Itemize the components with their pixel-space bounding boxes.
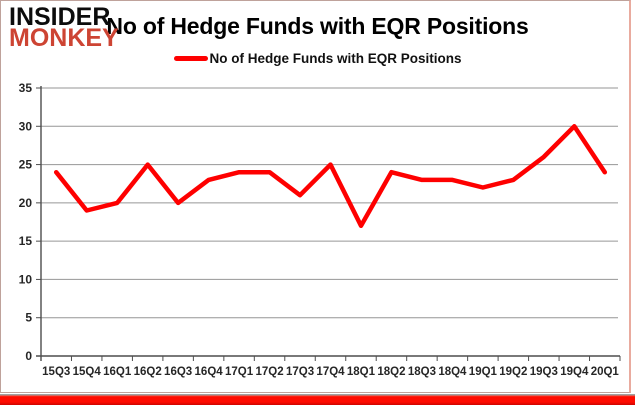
x-axis-label: 15Q3 xyxy=(42,366,70,378)
insider-monkey-logo: INSIDER MONKEY xyxy=(9,3,119,52)
x-axis-label: 18Q4 xyxy=(438,366,467,378)
y-axis-label: 20 xyxy=(19,196,33,210)
x-axis-label: 17Q2 xyxy=(255,366,283,378)
y-axis-label: 5 xyxy=(25,311,32,325)
x-axis-label: 19Q3 xyxy=(530,366,558,378)
x-axis-label: 15Q4 xyxy=(73,366,102,378)
x-axis-label: 17Q3 xyxy=(286,366,314,378)
chart-title: No of Hedge Funds with EQR Positions xyxy=(106,13,529,39)
logo-text-insider: INSIDER xyxy=(9,3,111,31)
x-axis-label: 19Q1 xyxy=(469,366,498,378)
legend: No of Hedge Funds with EQR Positions xyxy=(0,51,635,66)
x-axis-label: 17Q1 xyxy=(225,366,254,378)
x-axis-label: 16Q3 xyxy=(164,366,192,378)
x-axis-label: 19Q2 xyxy=(499,366,527,378)
y-axis-label: 30 xyxy=(19,119,33,133)
x-axis-label: 18Q1 xyxy=(347,366,376,378)
y-axis-label: 35 xyxy=(19,81,33,95)
x-axis-label: 16Q4 xyxy=(195,366,224,378)
x-axis-label: 17Q4 xyxy=(316,366,345,378)
logo-text-monkey: MONKEY xyxy=(9,24,119,52)
y-axis-label: 15 xyxy=(19,234,33,248)
y-axis-label: 10 xyxy=(19,272,33,286)
x-axis-label: 18Q2 xyxy=(377,366,405,378)
y-axis-label: 25 xyxy=(19,158,33,172)
x-axis-label: 20Q1 xyxy=(591,366,620,378)
legend-line-swatch xyxy=(173,56,208,61)
x-axis-label: 19Q4 xyxy=(560,366,589,378)
x-axis-label: 16Q1 xyxy=(103,366,132,378)
x-axis-label: 18Q3 xyxy=(408,366,436,378)
legend-label: No of Hedge Funds with EQR Positions xyxy=(209,51,462,66)
bottom-red-bar xyxy=(0,393,635,405)
x-axis-label: 16Q2 xyxy=(134,366,162,378)
y-axis-label: 0 xyxy=(25,349,32,363)
series-line xyxy=(53,124,608,229)
